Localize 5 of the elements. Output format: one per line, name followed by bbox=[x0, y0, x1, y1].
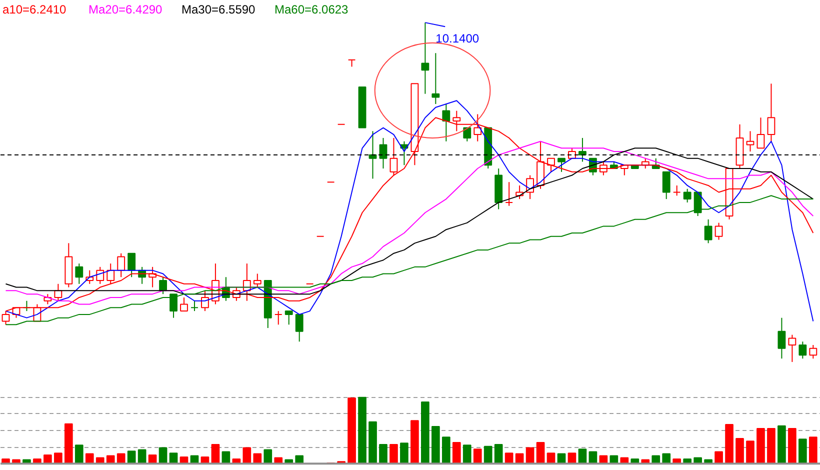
annotation: 10.1400 bbox=[436, 31, 480, 46]
text: Ma60=6.0623 bbox=[274, 2, 349, 16]
text: a10=6.2410 bbox=[2, 2, 67, 16]
text: Ma30=6.5590 bbox=[182, 2, 256, 16]
text: Ma20=6.4290 bbox=[88, 2, 163, 16]
